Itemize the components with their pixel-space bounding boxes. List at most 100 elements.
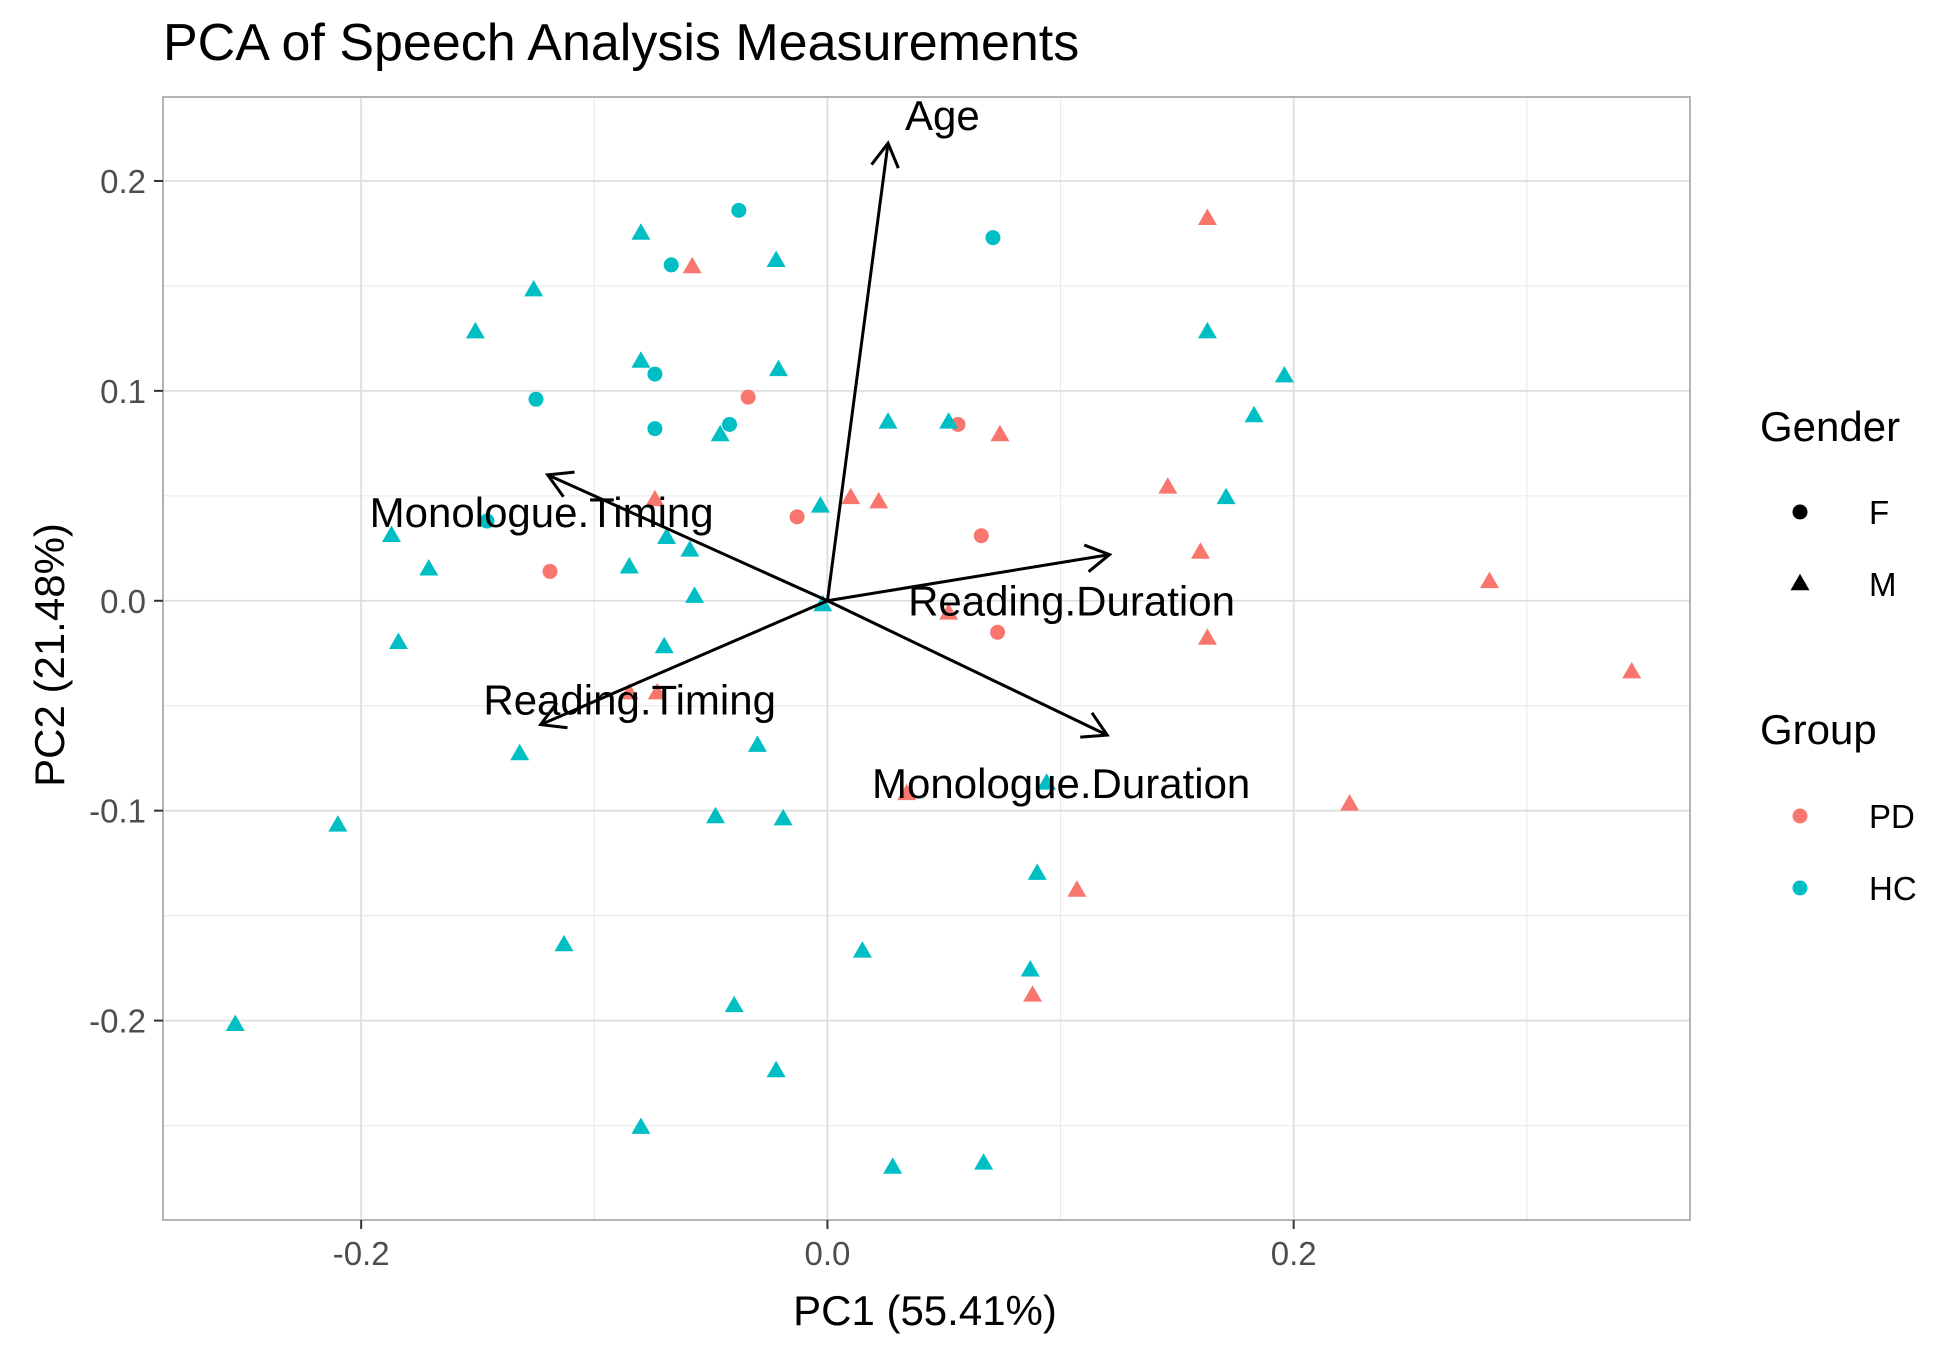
legend-label-gender: F [1869, 494, 1889, 531]
y-axis-label: PC2 (21.48%) [26, 523, 73, 787]
data-point-m-pd [841, 487, 861, 505]
data-point-m-pd [1340, 794, 1360, 811]
loading-arrow-reading-duration [827, 553, 1110, 603]
x-tick-label: 0.2 [1271, 1235, 1317, 1272]
data-point-m-hc [631, 223, 651, 240]
data-point-m-pd [939, 603, 959, 620]
chart-title: PCA of Speech Analysis Measurements [163, 14, 1079, 72]
legend-key-circle [1792, 504, 1808, 520]
data-point-f-hc [731, 202, 747, 218]
loading-label-reading-timing: Reading.Timing [483, 677, 776, 724]
data-point-m-hc [328, 815, 348, 832]
data-point-m-hc [1197, 321, 1217, 339]
data-point-m-pd [682, 256, 702, 274]
data-point-m-pd [990, 424, 1010, 442]
data-point-m-hc [680, 540, 700, 557]
loading-arrow-monologue-timing [547, 473, 829, 603]
data-point-m-hc [768, 359, 788, 377]
data-point-m-hc [619, 556, 639, 574]
legend-title-group: Group [1760, 706, 1877, 753]
legend-label-group: PD [1869, 798, 1915, 835]
data-point-m-hc [388, 632, 408, 650]
data-point-m-hc [631, 1117, 651, 1134]
loading-arrowhead-monologue-duration [1080, 711, 1110, 739]
loading-arrowhead-age [870, 140, 900, 169]
data-point-m-hc [1216, 487, 1236, 505]
y-tick-label: 0.0 [100, 583, 146, 620]
data-point-m-pd [619, 682, 639, 700]
data-point-m-hc [773, 808, 793, 826]
data-point-m-hc [657, 527, 677, 545]
data-point-f-pd [740, 389, 756, 405]
plot-area: Age Monologue.Timing Reading.Duration Readi… [89, 92, 1691, 1272]
data-point-m-hc [419, 559, 439, 576]
y-tick-label: -0.2 [89, 1003, 146, 1040]
data-point-f-hc [663, 257, 679, 273]
data-point-m-pd [1622, 661, 1642, 679]
data-point-f-hc [647, 366, 663, 382]
data-point-m-pd [869, 491, 889, 509]
data-point-m-hc [381, 525, 401, 542]
data-point-m-hc [1274, 365, 1294, 383]
data-point-f-hc [722, 416, 738, 432]
data-point-m-hc [524, 279, 544, 297]
legend-key-hc [1792, 880, 1808, 896]
data-point-m-hc [631, 351, 651, 368]
legend-label-group: HC [1869, 870, 1917, 907]
data-point-m-hc [225, 1014, 245, 1032]
x-axis-label: PC1 (55.41%) [793, 1287, 1057, 1334]
data-point-m-hc [1037, 773, 1057, 790]
x-tick-label: 0.0 [804, 1235, 850, 1272]
data-point-f-pd [542, 563, 558, 579]
data-point-m-pd [1190, 542, 1210, 559]
data-point-m-hc [939, 412, 959, 429]
data-point-f-hc [647, 421, 663, 437]
data-point-f-hc [528, 391, 544, 407]
y-tick-label: 0.1 [100, 373, 146, 410]
data-point-m-hc [724, 995, 744, 1013]
loading-arrow-age [825, 142, 890, 601]
data-point-m-hc [766, 1060, 786, 1078]
loading-label-monologue-duration: Monologue.Duration [872, 760, 1250, 807]
data-point-m-hc [706, 806, 726, 824]
data-point-m-hc [1020, 960, 1040, 977]
loading-arrowhead-monologue-timing [544, 470, 575, 498]
data-point-m-pd [1067, 880, 1087, 897]
loading-label-reading-duration: Reading.Duration [908, 578, 1235, 625]
loading-arrowhead-reading-duration [1083, 543, 1113, 573]
y-tick-label: 0.2 [100, 163, 146, 200]
data-point-m-hc [974, 1153, 994, 1170]
legend-title-gender: Gender [1760, 403, 1900, 450]
legend: Gender FM Group PD HC [1760, 403, 1917, 907]
data-point-m-hc [685, 586, 705, 603]
panel-border [162, 96, 1691, 1221]
data-point-m-hc [852, 941, 872, 958]
data-point-m-pd [897, 783, 917, 801]
data-point-m-hc [810, 496, 830, 513]
loading-arrow-monologue-duration [826, 599, 1108, 737]
data-point-m-hc [554, 934, 574, 952]
data-point-m-hc [883, 1157, 903, 1174]
data-point-m-hc [465, 321, 485, 339]
data-point-f-pd [973, 528, 989, 544]
loading-arrowhead-reading-timing [537, 702, 568, 730]
data-point-f-hc [985, 230, 1001, 246]
data-point-m-pd [1023, 985, 1043, 1002]
data-point-m-pd [647, 682, 667, 700]
data-point-m-pd [1480, 571, 1500, 589]
data-point-m-pd [1197, 628, 1217, 645]
legend-key-pd [1792, 808, 1808, 824]
data-point-f-pd [789, 509, 805, 525]
data-point-m-hc [710, 424, 730, 442]
data-point-m-hc [510, 743, 530, 761]
y-tick-label: -0.1 [89, 793, 146, 830]
data-point-m-hc [878, 412, 898, 429]
legend-label-gender: M [1869, 566, 1897, 603]
data-point-m-hc [1027, 863, 1047, 880]
data-point-m-pd [645, 489, 665, 507]
data-point-m-pd [1158, 477, 1178, 494]
data-point-f-pd [990, 624, 1006, 640]
legend-key-triangle [1790, 573, 1810, 591]
